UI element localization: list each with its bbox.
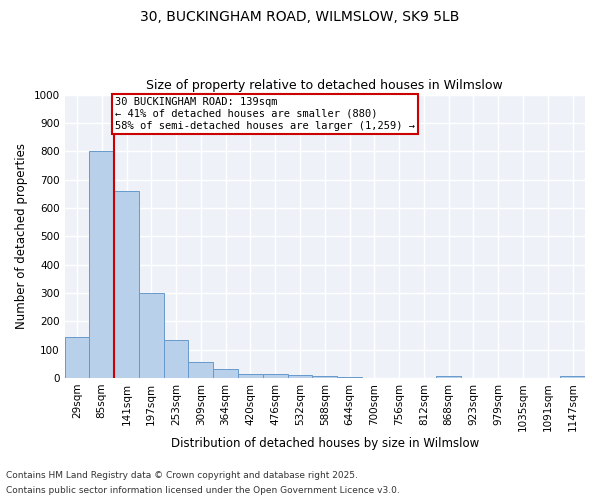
X-axis label: Distribution of detached houses by size in Wilmslow: Distribution of detached houses by size … <box>170 437 479 450</box>
Text: 30, BUCKINGHAM ROAD, WILMSLOW, SK9 5LB: 30, BUCKINGHAM ROAD, WILMSLOW, SK9 5LB <box>140 10 460 24</box>
Text: 30 BUCKINGHAM ROAD: 139sqm
← 41% of detached houses are smaller (880)
58% of sem: 30 BUCKINGHAM ROAD: 139sqm ← 41% of deta… <box>115 98 415 130</box>
Bar <box>287 375 313 378</box>
Bar <box>114 191 139 378</box>
Text: Contains HM Land Registry data © Crown copyright and database right 2025.: Contains HM Land Registry data © Crown c… <box>6 471 358 480</box>
Bar <box>263 374 287 378</box>
Y-axis label: Number of detached properties: Number of detached properties <box>15 143 28 329</box>
Title: Size of property relative to detached houses in Wilmslow: Size of property relative to detached ho… <box>146 79 503 92</box>
Bar <box>89 151 114 378</box>
Bar <box>188 362 213 378</box>
Bar <box>65 337 89 378</box>
Bar <box>238 374 263 378</box>
Bar <box>313 376 337 378</box>
Bar <box>164 340 188 378</box>
Bar <box>436 376 461 378</box>
Bar <box>213 370 238 378</box>
Text: Contains public sector information licensed under the Open Government Licence v3: Contains public sector information licen… <box>6 486 400 495</box>
Bar <box>139 293 164 378</box>
Bar <box>560 376 585 378</box>
